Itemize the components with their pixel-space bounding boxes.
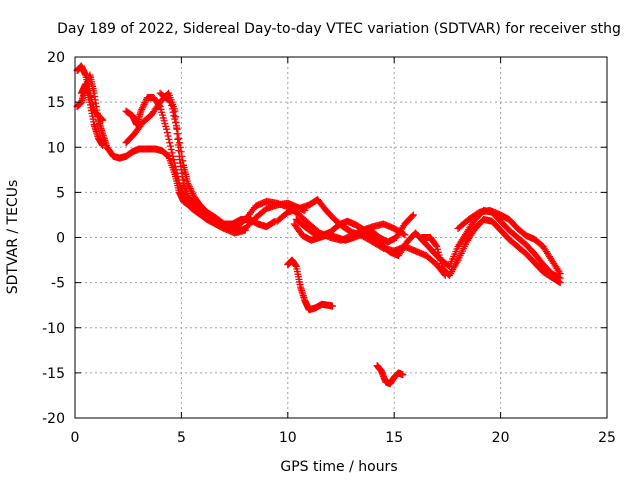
data-point	[169, 108, 177, 116]
y-tick-label: 0	[56, 231, 65, 247]
data-point	[401, 231, 409, 239]
y-tick-label: -20	[42, 411, 65, 427]
y-tick-label: 20	[47, 50, 65, 66]
data-point	[166, 139, 174, 147]
data-series-arc-13	[284, 256, 336, 314]
y-tick-label: 5	[56, 185, 65, 201]
data-series-arc-10	[290, 211, 417, 246]
data-point	[432, 241, 440, 249]
tick-labels: 0 5 10 15 20 25 -20 -15 -10 -5 0 5 10 15 20	[42, 50, 616, 446]
data-point	[399, 371, 407, 379]
data-point	[165, 135, 173, 143]
data-series-arc-14	[373, 362, 407, 388]
data-point	[163, 151, 171, 159]
data-point	[165, 97, 173, 105]
data-point	[99, 141, 107, 149]
data-point	[167, 98, 175, 106]
data-point	[555, 278, 563, 286]
x-tick-label: 0	[71, 430, 80, 446]
data-point	[167, 146, 175, 154]
y-tick-label: -15	[42, 366, 65, 382]
data-point	[174, 130, 182, 138]
chart-title: Day 189 of 2022, Sidereal Day-to-day VTE…	[57, 21, 621, 37]
data-point	[328, 302, 336, 310]
x-tick-label: 20	[492, 430, 510, 446]
x-tick-label: 25	[598, 430, 616, 446]
data-point	[172, 122, 180, 130]
data-point	[173, 125, 181, 133]
y-tick-label: -10	[42, 321, 65, 337]
data-point	[170, 156, 178, 164]
x-axis-label: GPS time / hours	[280, 459, 397, 475]
data-point	[556, 279, 564, 287]
data-point	[176, 143, 184, 151]
data-series-arc-11	[418, 215, 564, 287]
x-tick-label: 5	[177, 430, 186, 446]
data-series-arc-3	[77, 80, 107, 149]
data-point	[169, 152, 177, 160]
y-axis-label: SDTVAR / TECUs	[5, 180, 21, 295]
ticks	[74, 56, 608, 419]
data-point	[179, 157, 187, 165]
data-point	[170, 112, 178, 120]
x-tick-label: 15	[385, 430, 403, 446]
data-point	[178, 152, 186, 160]
data-point	[241, 226, 249, 234]
data-point	[171, 115, 179, 123]
data-point	[175, 134, 183, 142]
data-point	[556, 270, 564, 278]
data-point	[170, 159, 178, 167]
data-points	[73, 62, 564, 388]
data-point	[163, 129, 171, 137]
data-point	[176, 139, 184, 147]
data-point	[168, 102, 176, 110]
data-point	[163, 125, 171, 133]
y-tick-label: 10	[47, 140, 65, 156]
y-tick-label: 15	[47, 95, 65, 111]
data-point	[172, 118, 180, 126]
data-point	[168, 105, 176, 113]
data-series-arc-12	[454, 206, 564, 278]
data-point	[408, 212, 416, 220]
x-tick-label: 10	[279, 430, 297, 446]
data-point	[164, 132, 172, 140]
data-point	[166, 142, 174, 150]
data-point	[177, 148, 185, 156]
y-tick-label: -5	[51, 276, 65, 292]
data-point	[168, 149, 176, 157]
data-point	[409, 211, 417, 219]
data-point	[270, 218, 278, 226]
